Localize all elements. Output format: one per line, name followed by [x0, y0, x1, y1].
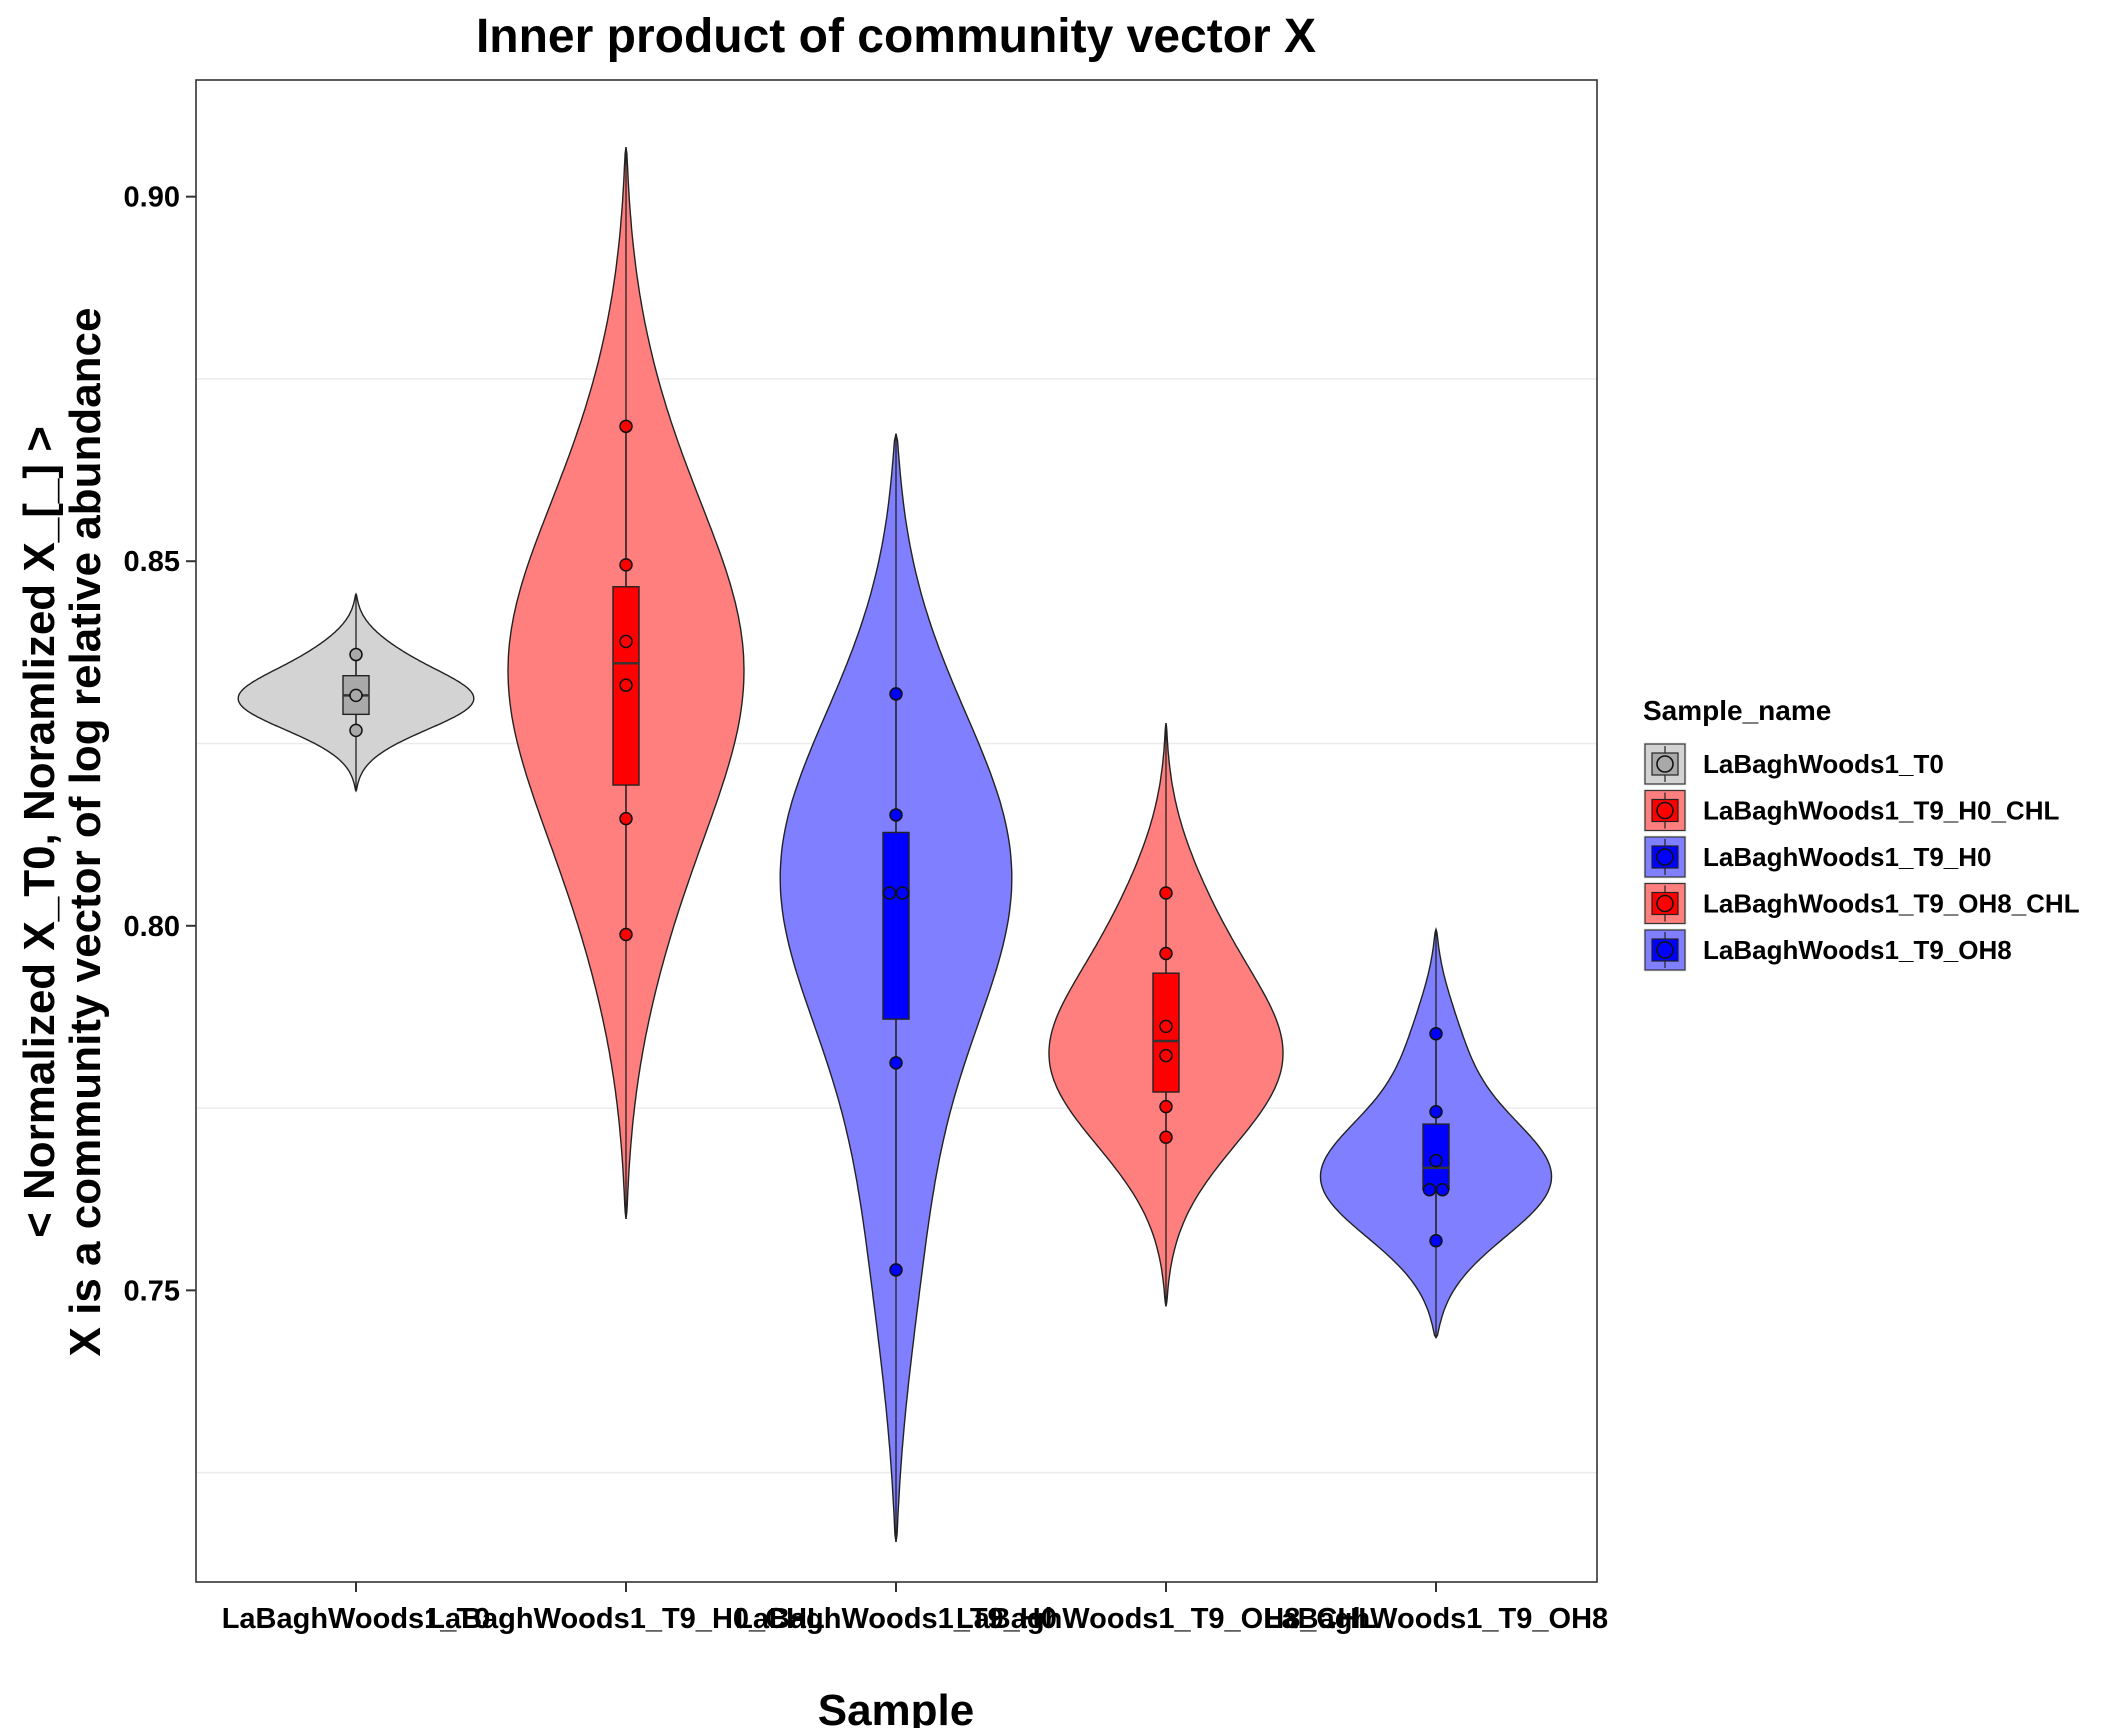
- legend-item: LaBaghWoods1_T9_H0_CHL: [1643, 788, 2059, 833]
- legend-item: LaBaghWoods1_T9_OH8: [1643, 928, 2012, 972]
- box: [882, 831, 910, 1020]
- x-tick-label: LaBaghWoods1_T0: [222, 1603, 491, 1635]
- data-point: [619, 634, 633, 649]
- y-tick-label: 0.80: [124, 911, 180, 943]
- x-axis-title: Sample: [818, 1686, 975, 1728]
- violins: [237, 147, 1553, 1543]
- data-point: [889, 1056, 903, 1070]
- legend-label: LaBaghWoods1_T9_OH8_CHL: [1703, 889, 2080, 919]
- y-axis-title-line1: < Normalized X_T0, Noramlized X_[_] >: [15, 426, 64, 1238]
- violin-group: [507, 147, 745, 1219]
- data-point: [889, 687, 903, 701]
- legend-key-point: [1656, 941, 1674, 959]
- violin-group: [237, 592, 475, 793]
- legend-label: LaBaghWoods1_T9_H0: [1703, 842, 1991, 872]
- legend-key-point: [1656, 801, 1674, 820]
- legend-title: Sample_name: [1643, 695, 1831, 726]
- violin-group: [1048, 723, 1284, 1307]
- data-point: [619, 678, 633, 692]
- y-tick-label: 0.85: [124, 546, 180, 578]
- data-point: [889, 808, 903, 822]
- legend-key-point: [1656, 848, 1674, 866]
- legend-item: LaBaghWoods1_T0: [1643, 742, 1944, 786]
- data-point: [619, 811, 633, 826]
- data-point: [349, 647, 363, 662]
- data-point: [1429, 1104, 1443, 1119]
- data-point: [349, 723, 363, 738]
- data-point: [619, 558, 633, 572]
- x-axis: LaBaghWoods1_T0LaBaghWoods1_T9_H0_CHLLaB…: [222, 1582, 1608, 1635]
- data-point: [889, 1263, 903, 1277]
- data-point: [1435, 1182, 1450, 1197]
- data-point: [1159, 1099, 1173, 1114]
- data-point: [1429, 1153, 1443, 1168]
- data-point: [882, 886, 897, 900]
- legend-label: LaBaghWoods1_T0: [1703, 749, 1944, 779]
- data-point: [619, 927, 633, 942]
- data-point: [1159, 1130, 1173, 1144]
- chart-title: Inner product of community vector X: [476, 10, 1316, 63]
- data-point: [619, 419, 633, 434]
- data-point: [1159, 1048, 1173, 1063]
- data-point: [1429, 1026, 1443, 1041]
- data-point: [895, 886, 910, 900]
- data-point: [1159, 946, 1173, 961]
- legend-item: LaBaghWoods1_T9_H0: [1643, 835, 1991, 879]
- violin-group: [1319, 927, 1553, 1340]
- legend: Sample_name LaBaghWoods1_T0 LaBaghWoods1_…: [1643, 695, 2080, 972]
- data-point: [1429, 1234, 1443, 1248]
- y-tick-label: 0.90: [124, 182, 180, 214]
- legend-key-point: [1656, 894, 1674, 913]
- legend-label: LaBaghWoods1_T9_H0_CHL: [1703, 796, 2059, 826]
- x-tick-label: LaBaghWoods1_T9_H0: [735, 1603, 1057, 1635]
- y-axis: 0.75 0.80 0.85 0.90: [124, 182, 196, 1307]
- data-point: [1159, 886, 1173, 900]
- y-tick-label: 0.75: [124, 1275, 180, 1307]
- data-point: [1422, 1182, 1437, 1197]
- legend-label: LaBaghWoods1_T9_OH8: [1703, 935, 2012, 965]
- violin-group: [779, 433, 1013, 1543]
- x-tick-label: LaBaghWoods1_T9_OH8: [1264, 1603, 1608, 1635]
- y-axis-title-line2: X is a community vector of log relative …: [61, 308, 110, 1357]
- x-tick-label: LaBaghWoods1_T9_H0_CHL: [427, 1603, 825, 1635]
- data-point: [1159, 1019, 1173, 1034]
- data-point: [349, 688, 363, 703]
- legend-item: LaBaghWoods1_T9_OH8_CHL: [1643, 881, 2080, 926]
- x-tick-label: LaBaghWoods1_T9_OH8_CHL: [956, 1603, 1376, 1635]
- legend-key-point: [1656, 755, 1674, 773]
